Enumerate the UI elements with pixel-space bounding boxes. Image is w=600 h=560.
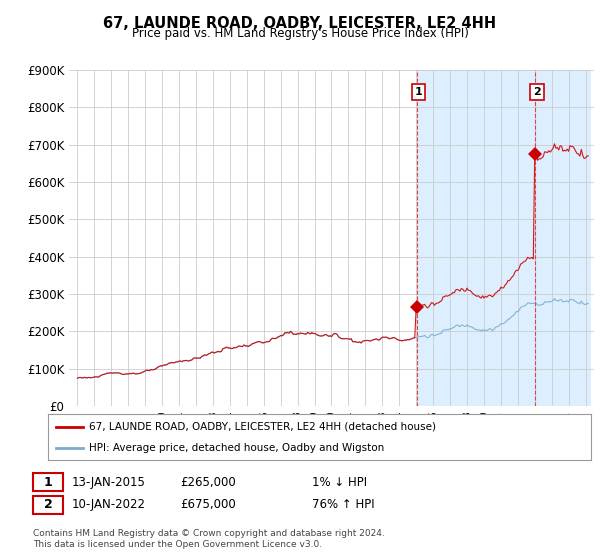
Text: 10-JAN-2022: 10-JAN-2022: [72, 498, 146, 511]
Text: 13-JAN-2015: 13-JAN-2015: [72, 475, 146, 489]
Text: 1: 1: [44, 475, 52, 489]
Text: Price paid vs. HM Land Registry's House Price Index (HPI): Price paid vs. HM Land Registry's House …: [131, 27, 469, 40]
Text: 76% ↑ HPI: 76% ↑ HPI: [312, 498, 374, 511]
Text: £265,000: £265,000: [180, 475, 236, 489]
Text: 2: 2: [533, 87, 541, 97]
Text: 2: 2: [44, 498, 52, 511]
Text: 67, LAUNDE ROAD, OADBY, LEICESTER, LE2 4HH (detached house): 67, LAUNDE ROAD, OADBY, LEICESTER, LE2 4…: [89, 422, 436, 432]
Text: Contains HM Land Registry data © Crown copyright and database right 2024.
This d: Contains HM Land Registry data © Crown c…: [33, 529, 385, 549]
Text: 1: 1: [415, 87, 422, 97]
Text: 67, LAUNDE ROAD, OADBY, LEICESTER, LE2 4HH: 67, LAUNDE ROAD, OADBY, LEICESTER, LE2 4…: [103, 16, 497, 31]
Bar: [417, 70, 590, 406]
Text: £675,000: £675,000: [180, 498, 236, 511]
Text: HPI: Average price, detached house, Oadby and Wigston: HPI: Average price, detached house, Oadb…: [89, 443, 384, 453]
Text: 1% ↓ HPI: 1% ↓ HPI: [312, 475, 367, 489]
